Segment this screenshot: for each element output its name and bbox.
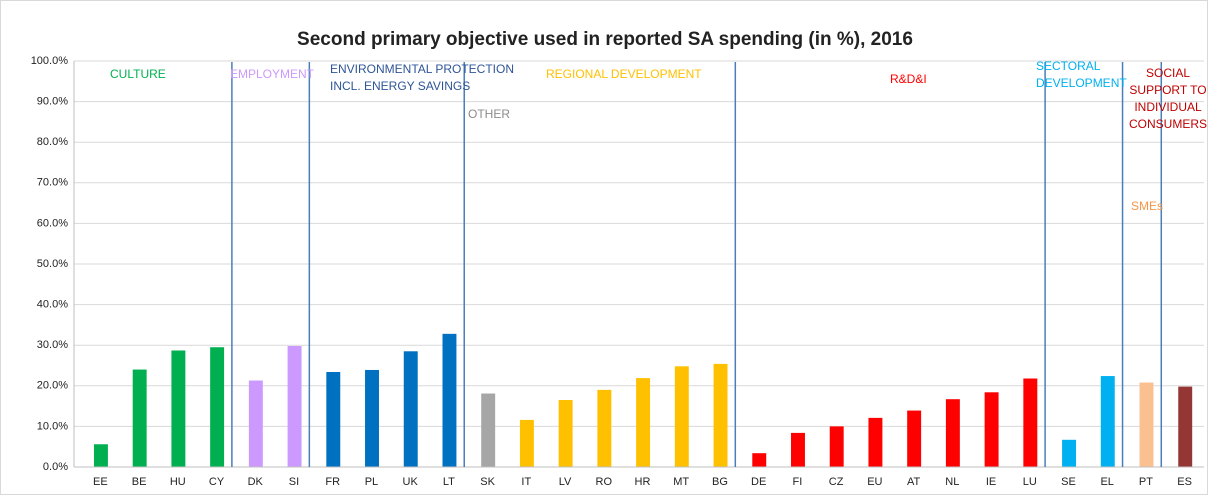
group-label: INCL. ENERGY SAVINGS [330,79,470,93]
y-tick-label: 90.0% [37,96,68,108]
group-label: OTHER [468,107,510,121]
x-tick-label: HR [635,476,651,488]
group-label: SMEs [1131,199,1163,213]
group-label: INDIVIDUAL [1134,100,1202,114]
bar [829,426,844,467]
bar [1178,386,1193,467]
bar [93,444,108,467]
x-tick-label: FR [325,476,340,488]
bar [907,410,922,467]
x-tick-label: AT [907,476,921,488]
x-tick-label: UK [403,476,419,488]
y-tick-label: 10.0% [37,420,68,432]
group-label: REGIONAL DEVELOPMENT [546,67,702,81]
x-tick-label: BG [712,476,728,488]
bar [1023,378,1038,467]
x-tick-label: SI [289,476,299,488]
y-tick-label: 30.0% [37,339,68,351]
group-label: SUPPORT TO [1129,83,1206,97]
bar [1100,376,1115,467]
y-tick-label: 60.0% [37,217,68,229]
x-tick-label: CY [209,476,225,488]
y-tick-label: 80.0% [37,136,68,148]
x-tick-label: SK [480,476,495,488]
y-tick-label: 70.0% [37,177,68,189]
bar [1062,439,1077,467]
bar [713,363,728,467]
bar [868,417,883,467]
bar [597,389,612,467]
bar [674,366,689,467]
chart-title: Second primary objective used in reporte… [297,29,913,50]
x-tick-label: PL [365,476,378,488]
x-tick-label: LU [1023,476,1037,488]
y-tick-label: 40.0% [37,299,68,311]
x-tick-label: EU [867,476,882,488]
y-tick-label: 50.0% [37,258,68,270]
bar [558,400,573,467]
group-label: CONSUMERS [1129,117,1207,131]
group-label: DEVELOPMENT [1036,76,1127,90]
x-tick-label: LV [559,476,572,488]
x-tick-label: PT [1139,476,1153,488]
x-tick-label: MT [673,476,689,488]
bar [984,392,999,467]
bar [287,346,302,467]
x-tick-label: ES [1177,476,1192,488]
x-tick-label: SE [1061,476,1076,488]
x-tick-label: LT [443,476,455,488]
x-tick-label: FI [793,476,803,488]
group-label: CULTURE [110,67,166,81]
bar [791,432,805,467]
x-tick-label: RO [596,476,613,488]
bar [403,351,418,467]
group-label: EMPLOYMENT [230,67,315,81]
y-tick-label: 0.0% [43,461,68,473]
x-tick-label: IE [986,476,996,488]
bar [326,371,341,467]
bar [636,378,651,467]
y-tick-label: 20.0% [37,380,68,392]
x-tick-label: NL [945,476,959,488]
bar [752,453,767,467]
group-label: ENVIRONMENTAL PROTECTION [330,62,514,76]
x-tick-label: CZ [829,476,844,488]
x-tick-label: EE [93,476,108,488]
bar [248,380,263,467]
bar [1139,382,1154,467]
x-tick-label: BE [132,476,147,488]
bar [481,393,496,467]
group-label: R&D&I [890,72,927,86]
bar [210,347,225,467]
x-tick-label: HU [170,476,186,488]
x-tick-label: IT [521,476,531,488]
x-tick-label: DE [751,476,766,488]
bar [442,333,457,467]
y-tick-label: 100.0% [31,55,69,67]
bar [171,350,186,467]
bar [365,369,379,467]
group-label: SOCIAL [1146,66,1190,80]
x-tick-label: DK [248,476,264,488]
bar [945,399,960,467]
bar [132,369,147,467]
bar [519,419,534,467]
group-label: SECTORAL [1036,59,1101,73]
x-tick-label: EL [1100,476,1113,488]
